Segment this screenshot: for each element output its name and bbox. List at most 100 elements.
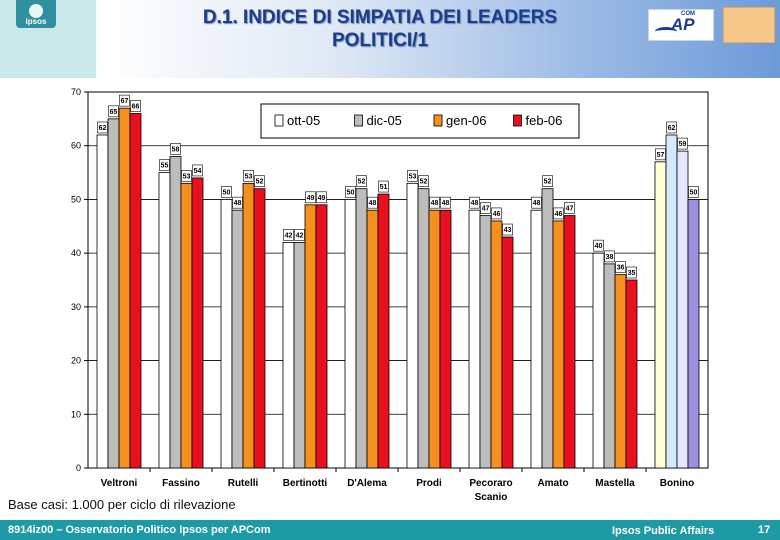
data-label-box <box>491 207 502 220</box>
bar <box>355 188 368 469</box>
bar <box>377 193 390 469</box>
bar <box>439 209 452 469</box>
y-tick-label: 50 <box>71 194 81 204</box>
data-label: 49 <box>318 195 326 202</box>
data-label: 46 <box>555 211 563 218</box>
data-label-box <box>626 266 637 279</box>
y-tick-label: 70 <box>71 87 81 97</box>
data-label-box <box>283 229 294 241</box>
category-label: Mastella <box>595 478 635 489</box>
bar <box>118 107 131 469</box>
bar <box>592 252 605 469</box>
data-label: 54 <box>194 168 202 175</box>
legend-swatch <box>274 114 284 127</box>
logo-band: Ipsos <box>0 0 96 78</box>
data-label-box <box>294 229 305 241</box>
category-label: D'Alema <box>347 478 387 489</box>
data-label: 48 <box>234 200 242 207</box>
chart-container: 0 10 20 30 40 50 60 70 62 65 67 66 Veltroni 55 58 53 54 F… <box>56 84 724 510</box>
page-title: D.1. INDICE DI SIMPATIA DEI LEADERS POLI… <box>120 6 640 52</box>
apcom-swoosh-icon <box>655 27 677 36</box>
y-tick-label: 10 <box>71 409 81 419</box>
category-label: Bonino <box>660 478 694 489</box>
bar <box>552 220 565 469</box>
bar <box>366 209 379 469</box>
bar <box>253 188 266 469</box>
data-label-box <box>655 148 666 161</box>
data-label-box <box>378 180 389 193</box>
category-label: Bertinotti <box>283 478 328 489</box>
data-label-box <box>677 137 688 150</box>
data-label-box <box>593 239 604 252</box>
data-label: 59 <box>679 141 687 148</box>
data-label-box <box>232 196 243 209</box>
footnote: Base casi: 1.000 per ciclo di rilevazion… <box>8 497 236 512</box>
data-label-box <box>170 143 181 155</box>
bar <box>304 204 317 469</box>
legend-swatch <box>433 114 443 127</box>
bar <box>563 215 576 469</box>
bar <box>129 113 142 469</box>
data-label: 52 <box>544 179 552 186</box>
category-label: Prodi <box>416 478 442 489</box>
data-label-box <box>553 207 564 220</box>
data-label: 36 <box>617 265 625 272</box>
bar <box>96 134 109 469</box>
data-label-box <box>254 175 265 187</box>
data-label-box <box>407 170 418 182</box>
bar <box>180 182 193 469</box>
bar <box>417 188 430 469</box>
bar <box>231 209 244 469</box>
data-label: 47 <box>482 206 490 213</box>
data-label: 50 <box>347 189 355 196</box>
data-label-box <box>243 170 254 182</box>
legend-label: ott-05 <box>287 113 320 128</box>
bar <box>625 279 638 469</box>
data-label: 48 <box>442 200 450 207</box>
footer-bar: 8914iz00 – Osservatorio Politico Ipsos p… <box>0 520 780 540</box>
bar <box>614 274 627 469</box>
data-label: 53 <box>245 173 253 180</box>
y-tick-label: 30 <box>71 302 81 312</box>
bar <box>220 199 233 469</box>
bar <box>242 182 255 469</box>
legend-swatch <box>513 114 522 127</box>
data-label: 46 <box>493 211 501 218</box>
bar <box>169 156 182 469</box>
data-label: 52 <box>256 179 264 186</box>
bar <box>344 199 357 469</box>
bar <box>315 204 328 469</box>
bar <box>191 177 204 469</box>
footer-reference: 8914iz00 – Osservatorio Politico Ipsos p… <box>8 524 271 536</box>
legend-label: feb-06 <box>526 113 563 128</box>
y-tick-label: 20 <box>71 356 81 366</box>
data-label: 62 <box>99 125 107 132</box>
data-label-box <box>181 170 192 182</box>
data-label: 48 <box>369 200 377 207</box>
data-label: 62 <box>668 125 676 132</box>
bar <box>530 209 543 469</box>
data-label-box <box>418 175 429 187</box>
data-label-box <box>480 202 491 214</box>
data-label-box <box>440 196 451 209</box>
data-label-box <box>130 100 141 112</box>
data-label-box <box>542 175 553 187</box>
ipsos-logo-mark-icon <box>29 4 43 18</box>
bar <box>282 241 295 469</box>
bar <box>158 172 171 469</box>
data-label: 40 <box>595 243 603 250</box>
category-label: Rutelli <box>228 478 259 489</box>
data-label-box <box>159 159 170 171</box>
bar <box>654 161 667 469</box>
data-label-box <box>192 164 203 177</box>
category-label: Amato <box>537 478 568 489</box>
apcom-logo: AP COM <box>648 9 714 41</box>
data-label: 48 <box>431 200 439 207</box>
data-label: 67 <box>121 98 129 105</box>
data-label: 66 <box>132 103 140 110</box>
data-label-box <box>531 196 542 209</box>
data-label: 38 <box>606 254 614 261</box>
data-label: 43 <box>504 227 512 234</box>
y-tick-label: 60 <box>71 141 81 151</box>
data-label: 47 <box>566 206 574 213</box>
